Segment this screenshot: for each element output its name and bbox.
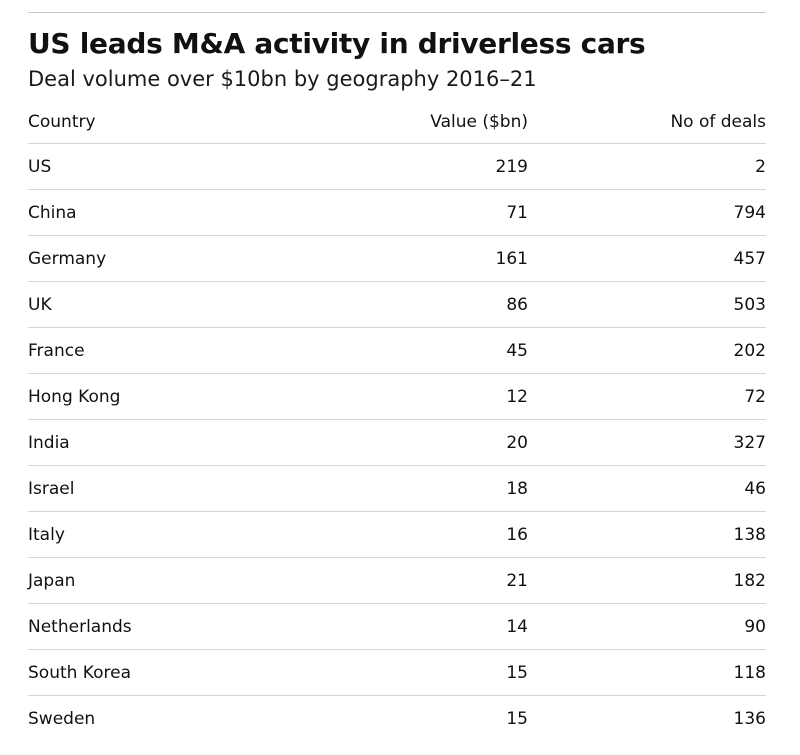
country-cell: Japan [28,557,358,604]
value-cell: 86 [358,281,528,328]
value-cell: 71 [358,189,528,236]
country-cell: Israel [28,465,358,512]
country-cell: UK [28,281,358,328]
table-row: South Korea 15 118 [28,649,766,696]
deals-cell: 138 [528,511,766,558]
value-cell: 14 [358,603,528,650]
value-cell: 219 [358,143,528,190]
country-cell: Italy [28,511,358,558]
value-cell: 18 [358,465,528,512]
value-cell: 15 [358,649,528,696]
top-rule [28,12,766,13]
value-cell: 45 [358,327,528,374]
table-row: Sweden 15 136 [28,696,766,742]
table-row: China 71 794 [28,189,766,236]
deals-cell: 327 [528,419,766,466]
country-cell: Hong Kong [28,373,358,420]
deals-cell: 503 [528,281,766,328]
value-cell: 12 [358,373,528,420]
country-cell: China [28,189,358,236]
table-body: US 219 2 China 71 794 Germany 161 457 UK 86 503 Fran… [28,143,766,742]
deals-cell: 202 [528,327,766,374]
value-cell: 20 [358,419,528,466]
table-row: Israel 18 46 [28,465,766,512]
header-row: Country Value ($bn) No of deals [28,100,766,144]
table-row: India 20 327 [28,419,766,466]
value-cell: 161 [358,235,528,282]
country-cell: Netherlands [28,603,358,650]
deals-cell: 182 [528,557,766,604]
country-cell: Germany [28,235,358,282]
chart-subtitle: Deal volume over $10bn by geography 2016… [28,67,537,91]
deals-cell: 46 [528,465,766,512]
deals-cell: 136 [733,708,766,729]
column-header-country: Country [28,100,358,144]
table-row: Hong Kong 12 72 [28,373,766,420]
column-header-deals: No of deals [528,100,766,144]
deals-cell: 72 [528,373,766,420]
table-row: Germany 161 457 [28,235,766,282]
value-cell: 16 [358,511,528,558]
deals-cell: 794 [528,189,766,236]
deals-cell: 118 [528,649,766,696]
chart-title: US leads M&A activity in driverless cars [28,27,646,60]
table-row: UK 86 503 [28,281,766,328]
column-header-value: Value ($bn) [358,100,528,144]
table-row: Netherlands 14 90 [28,603,766,650]
country-cell: South Korea [28,649,358,696]
country-cell: Sweden [28,708,96,729]
table-row: Japan 21 182 [28,557,766,604]
value-cell: 15 [506,708,528,729]
deals-cell: 457 [528,235,766,282]
data-table: Country Value ($bn) No of deals US 219 2 Ch… [28,100,766,741]
country-cell: France [28,327,358,374]
deals-cell: 2 [528,143,766,190]
value-cell: 21 [358,557,528,604]
table-row: US 219 2 [28,143,766,190]
country-cell: US [28,143,358,190]
table-row: Italy 16 138 [28,511,766,558]
country-cell: India [28,419,358,466]
table-row: France 45 202 [28,327,766,374]
table-header: Country Value ($bn) No of deals [28,100,766,144]
deals-cell: 90 [528,603,766,650]
